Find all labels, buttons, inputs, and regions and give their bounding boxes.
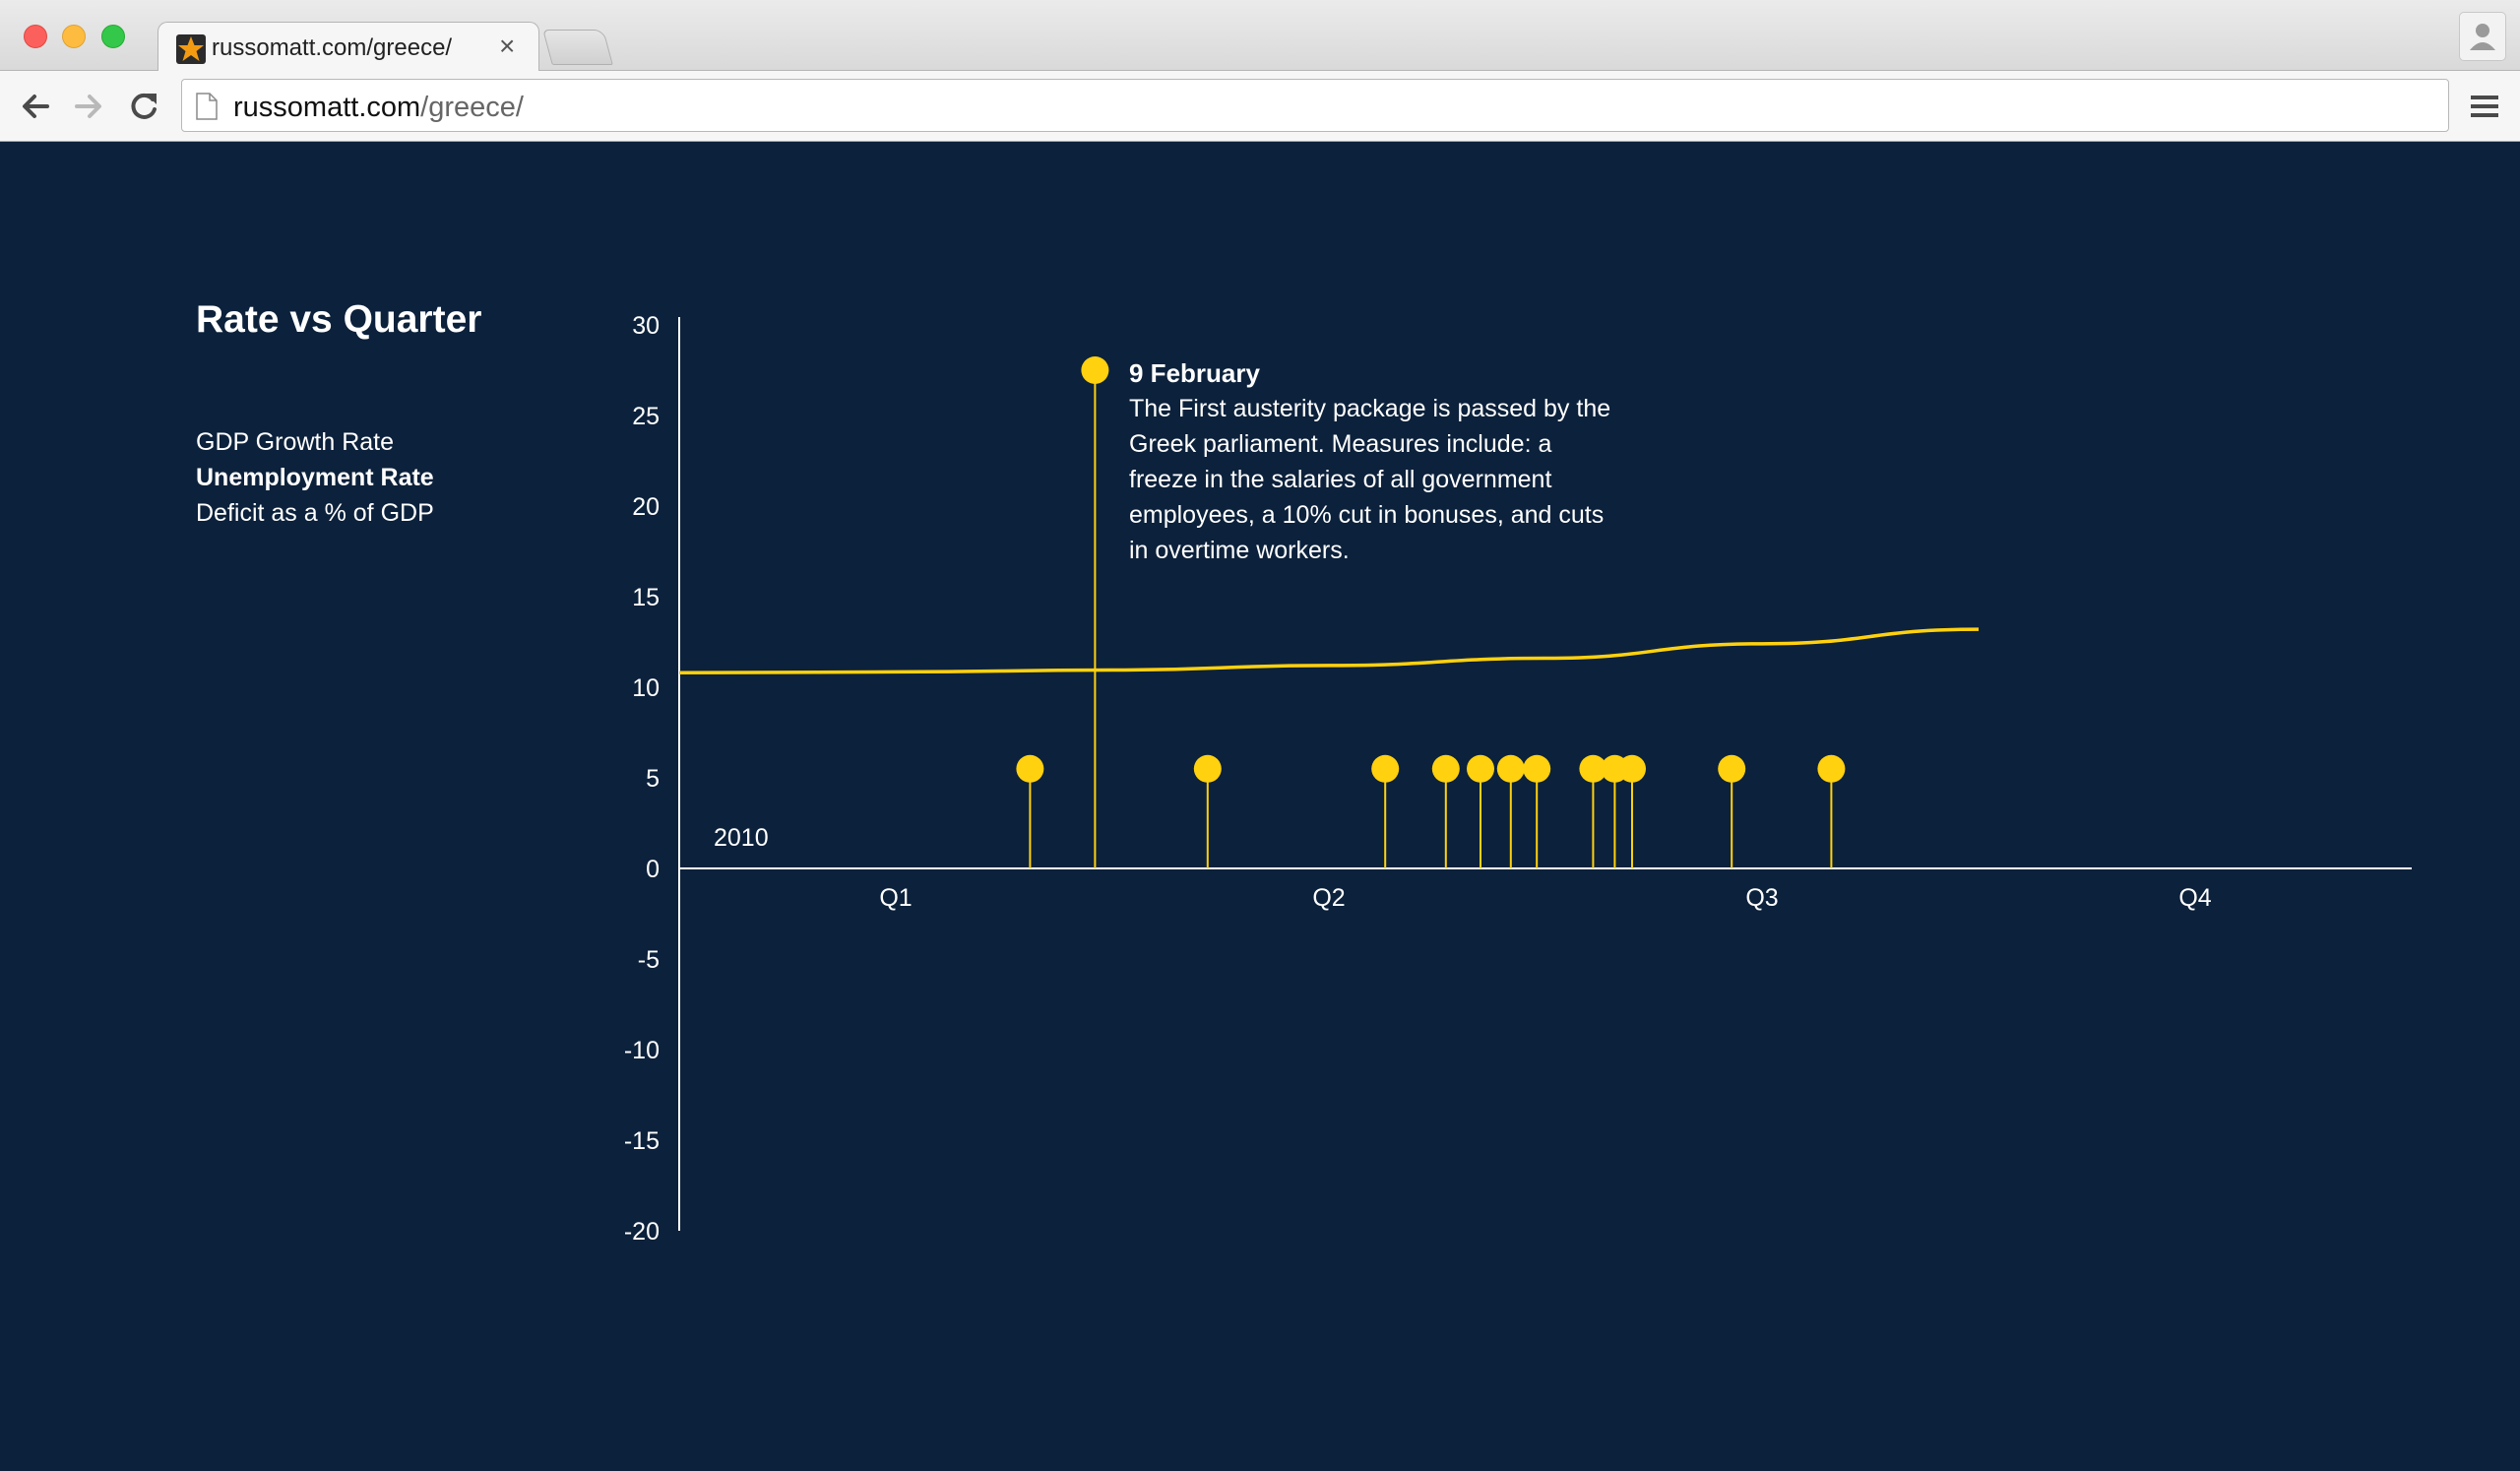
event-marker-dot[interactable] — [1431, 754, 1460, 783]
y-tick-label: 30 — [632, 312, 660, 340]
browser-tab-active[interactable]: russomatt.com/greece/ × — [158, 22, 539, 72]
unemployment-line — [678, 627, 1980, 675]
event-marker-dot[interactable] — [1193, 754, 1222, 783]
event-marker-dot[interactable] — [1618, 754, 1646, 783]
y-tick-label: -5 — [638, 946, 660, 974]
event-marker-dot[interactable] — [1016, 754, 1044, 783]
back-arrow-icon — [23, 95, 49, 118]
metric-unemployment-rate[interactable]: Unemployment Rate — [196, 464, 434, 491]
y-tick-label: 25 — [632, 403, 660, 430]
url-host: russomatt.com — [233, 92, 421, 123]
y-tick-label: 20 — [632, 493, 660, 521]
browser-menu-button[interactable] — [2465, 87, 2504, 126]
y-tick-label: 0 — [646, 856, 660, 883]
y-tick-label: -15 — [624, 1127, 660, 1155]
zoom-window-button[interactable] — [101, 25, 125, 48]
year-label: 2010 — [714, 824, 769, 852]
annotation-date: 9 February — [1129, 358, 1260, 388]
metric-gdp-growth-rate[interactable]: GDP Growth Rate — [196, 428, 395, 456]
y-tick-label: 10 — [632, 674, 660, 702]
address-bar[interactable]: russomatt.com/greece/ — [181, 79, 2449, 132]
browser-tab-strip: russomatt.com/greece/ × — [0, 0, 2520, 72]
y-axis: 30 25 20 15 10 5 0 -5 -10 -15 -20 — [624, 312, 680, 1246]
back-button[interactable] — [14, 85, 57, 128]
browser-toolbar: russomatt.com/greece/ — [0, 71, 2520, 142]
page-document-icon — [196, 93, 218, 120]
event-marker-dot[interactable] — [1718, 754, 1746, 783]
x-tick-label: Q2 — [1312, 884, 1345, 912]
x-tick-label: Q3 — [1745, 884, 1778, 912]
y-tick-label: 15 — [632, 584, 660, 611]
x-axis: Q1 Q2 Q3 Q4 2010 — [679, 824, 2412, 912]
event-marker-dot[interactable] — [1523, 754, 1551, 783]
forward-button[interactable] — [67, 85, 110, 128]
minimize-window-button[interactable] — [62, 25, 86, 48]
event-marker-dot[interactable] — [1467, 754, 1494, 783]
y-tick-label: 5 — [646, 765, 660, 793]
event-marker-dot[interactable] — [1371, 754, 1400, 783]
y-tick-label: -20 — [624, 1218, 660, 1246]
new-tab-button[interactable] — [542, 30, 613, 65]
tab-close-button[interactable]: × — [499, 31, 516, 61]
y-tick-label: -10 — [624, 1037, 660, 1064]
close-window-button[interactable] — [24, 25, 47, 48]
hamburger-menu-icon — [2471, 96, 2498, 117]
event-marker-dot[interactable] — [1579, 754, 1607, 783]
event-marker-dot[interactable] — [1817, 754, 1846, 783]
chart-title: Rate vs Quarter — [196, 298, 482, 341]
profile-button[interactable] — [2459, 12, 2506, 61]
forward-arrow-icon — [75, 95, 101, 118]
event-marker-dot[interactable] — [1081, 356, 1109, 384]
reload-button[interactable] — [122, 85, 165, 128]
star-favicon-icon — [176, 34, 206, 64]
event-markers — [1016, 356, 1846, 868]
annotation-text: The First austerity package is passed by… — [1129, 395, 1611, 564]
profile-person-icon — [2470, 24, 2495, 50]
event-marker-dot[interactable] — [1496, 754, 1525, 783]
series-line — [678, 627, 1980, 675]
url-path: /greece/ — [420, 92, 524, 123]
page-content: 30 25 20 15 10 5 0 -5 -10 -15 -20 Q1 Q2 Q3 Q4 2010 Rat… — [0, 143, 2520, 1471]
url-text: russomatt.com/greece/ — [233, 92, 524, 124]
tab-title: russomatt.com/greece/ — [212, 34, 453, 61]
reload-icon — [131, 93, 157, 119]
rate-vs-quarter-chart: 30 25 20 15 10 5 0 -5 -10 -15 -20 Q1 Q2 Q3 Q4 2010 — [624, 312, 2412, 1246]
x-tick-label: Q1 — [879, 884, 912, 912]
metric-deficit-percent-gdp[interactable]: Deficit as a % of GDP — [196, 499, 434, 527]
event-annotation: 9 February The First austerity package i… — [1129, 355, 1621, 568]
x-tick-label: Q4 — [2178, 884, 2211, 912]
